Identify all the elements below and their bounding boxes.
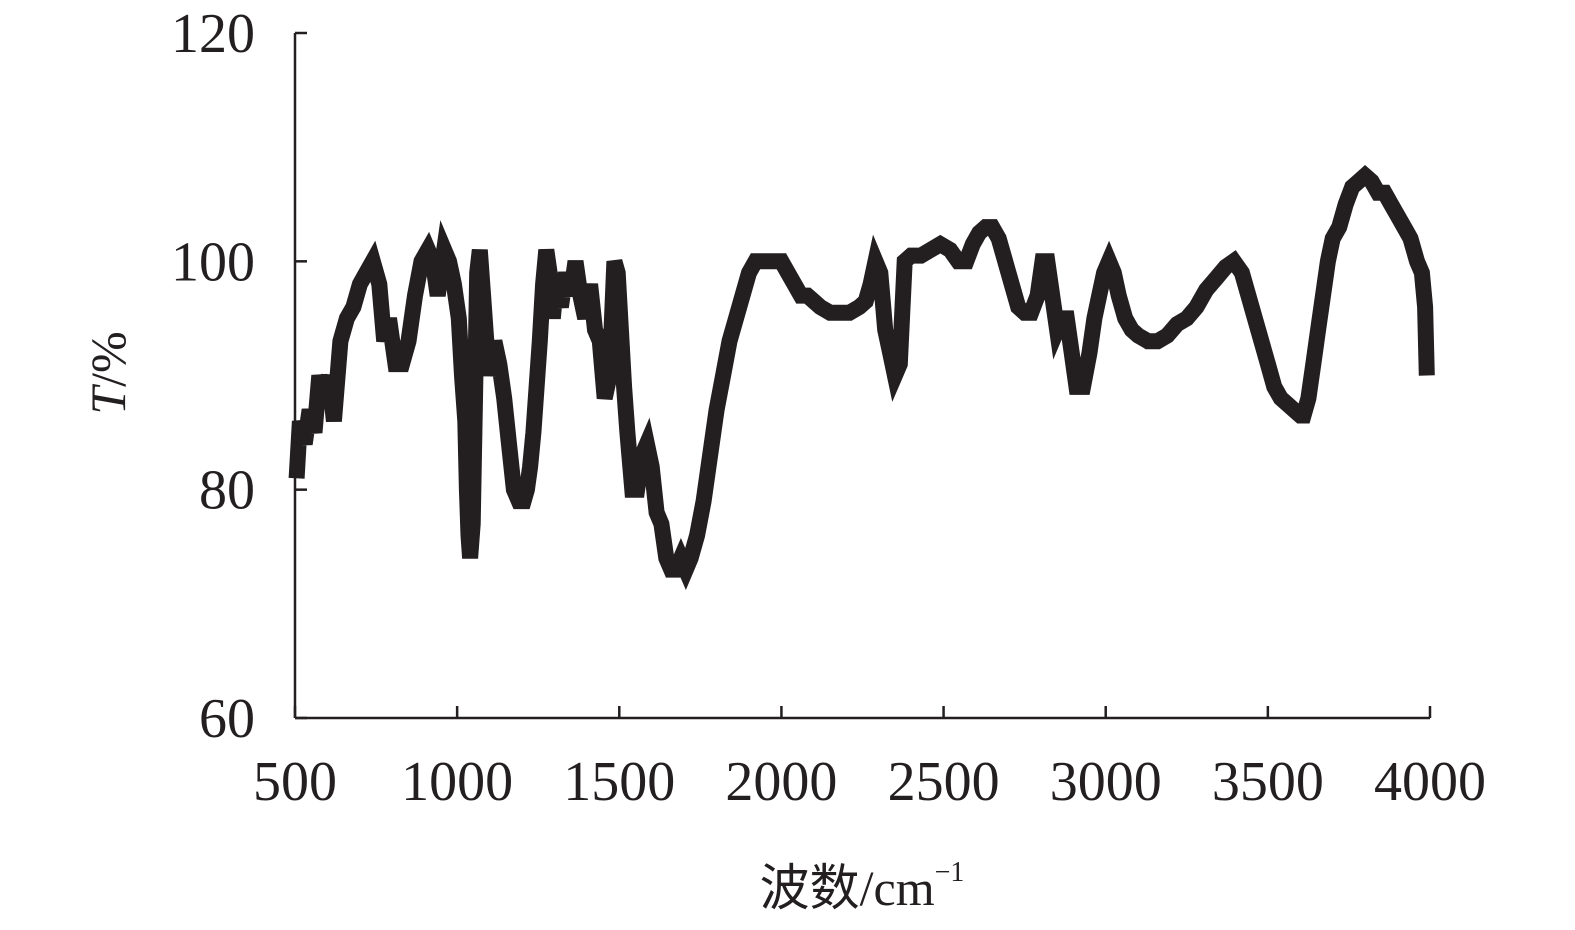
x-axis-title-superscript: −1: [935, 857, 965, 888]
x-axis-title-main: 波数/cm: [760, 860, 935, 916]
y-axis-title-italic: T: [80, 384, 136, 415]
y-tick-label: 60: [199, 688, 255, 750]
x-tick-label: 1000: [401, 751, 513, 813]
plot-area: [288, 165, 1435, 591]
x-tick-label: 2000: [725, 751, 837, 813]
y-tick-label: 80: [199, 460, 255, 522]
ticks: 500 1000 1500 2000 2500 3000 3500 4000 60 80 100 12…: [171, 3, 1486, 813]
x-tick-label: 3500: [1212, 751, 1324, 813]
axes: [293, 33, 1430, 720]
x-tick-label: 1500: [563, 751, 675, 813]
x-tick-label: 500: [253, 751, 337, 813]
y-axis-title-rest: /%: [80, 331, 136, 387]
x-axis-title: 波数/cm−1: [760, 857, 965, 916]
x-tick-label: 3000: [1050, 751, 1162, 813]
x-tick-label: 2500: [888, 751, 1000, 813]
series-line-0: [288, 165, 1435, 591]
y-axis-title: T/%: [80, 331, 136, 414]
y-tick-label: 100: [171, 231, 255, 293]
x-tick-label: 4000: [1374, 751, 1486, 813]
y-tick-label: 120: [171, 3, 255, 65]
